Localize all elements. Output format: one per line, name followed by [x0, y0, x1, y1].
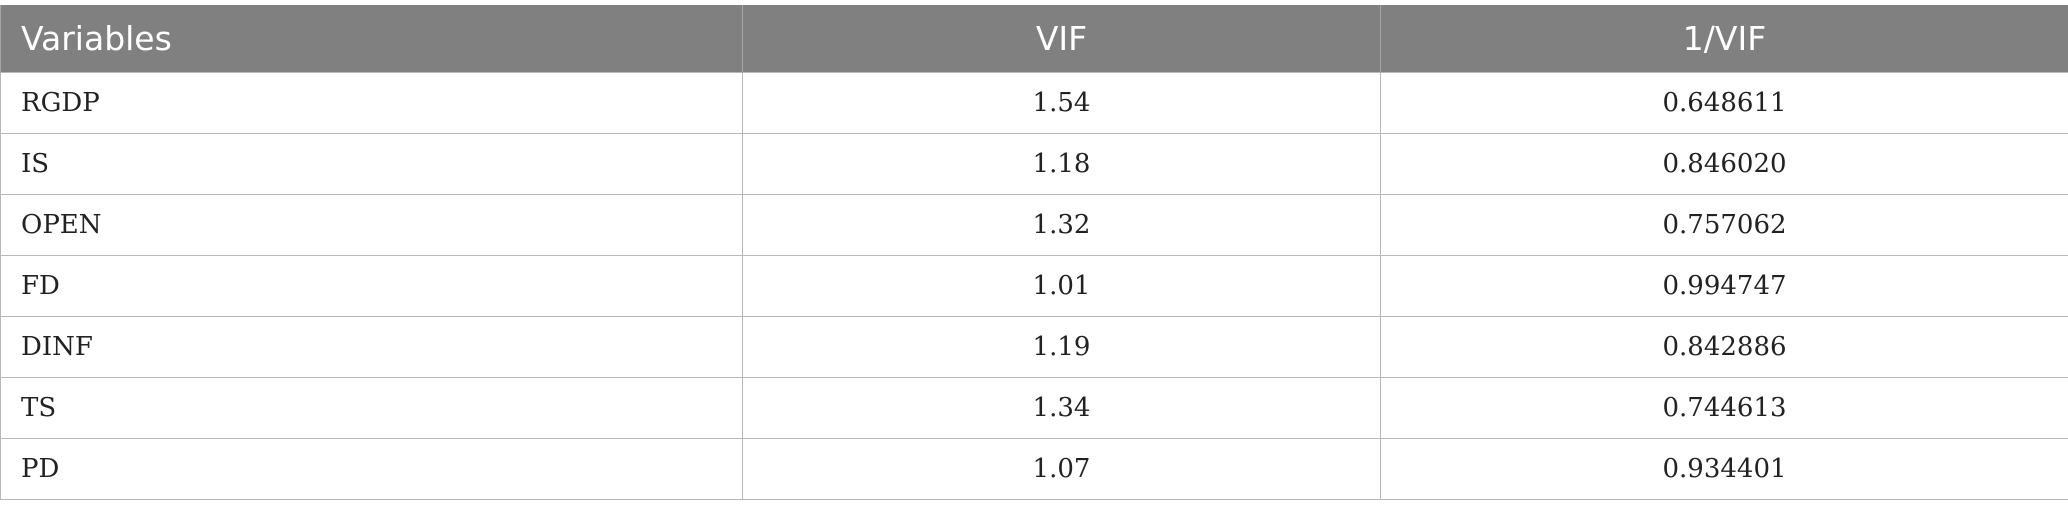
cell-inv-vif: 0.846020	[1380, 133, 2068, 195]
cell-variable: OPEN	[0, 194, 743, 256]
table-header: Variables VIF 1/VIF	[0, 5, 2068, 73]
cell-inv-vif: 0.648611	[1380, 72, 2068, 134]
header-vif: VIF	[742, 5, 1381, 73]
table-row: OPEN 1.32 0.757062	[0, 194, 2068, 256]
cell-variable: PD	[0, 438, 743, 500]
table-row: RGDP 1.54 0.648611	[0, 72, 2068, 134]
cell-variable: FD	[0, 255, 743, 317]
cell-vif: 1.07	[742, 438, 1381, 500]
cell-inv-vif: 0.757062	[1380, 194, 2068, 256]
cell-inv-vif: 0.842886	[1380, 316, 2068, 378]
header-inv-vif: 1/VIF	[1380, 5, 2068, 73]
cell-inv-vif: 0.744613	[1380, 377, 2068, 439]
vif-table-container: Variables VIF 1/VIF RGDP 1.54 0.648611 I…	[0, 5, 2068, 500]
cell-variable: TS	[0, 377, 743, 439]
cell-variable: DINF	[0, 316, 743, 378]
cell-variable: IS	[0, 133, 743, 195]
cell-variable: RGDP	[0, 72, 743, 134]
table-row: FD 1.01 0.994747	[0, 255, 2068, 317]
cell-inv-vif: 0.994747	[1380, 255, 2068, 317]
header-variables: Variables	[0, 5, 743, 73]
table-row: DINF 1.19 0.842886	[0, 316, 2068, 378]
table-row: TS 1.34 0.744613	[0, 377, 2068, 439]
vif-table: Variables VIF 1/VIF RGDP 1.54 0.648611 I…	[0, 5, 2068, 500]
cell-inv-vif: 0.934401	[1380, 438, 2068, 500]
cell-vif: 1.54	[742, 72, 1381, 134]
cell-vif: 1.18	[742, 133, 1381, 195]
table-body: RGDP 1.54 0.648611 IS 1.18 0.846020 OPEN…	[0, 72, 2068, 500]
table-row: IS 1.18 0.846020	[0, 133, 2068, 195]
table-row: PD 1.07 0.934401	[0, 438, 2068, 500]
cell-vif: 1.34	[742, 377, 1381, 439]
header-row: Variables VIF 1/VIF	[0, 5, 2068, 73]
cell-vif: 1.01	[742, 255, 1381, 317]
cell-vif: 1.32	[742, 194, 1381, 256]
cell-vif: 1.19	[742, 316, 1381, 378]
